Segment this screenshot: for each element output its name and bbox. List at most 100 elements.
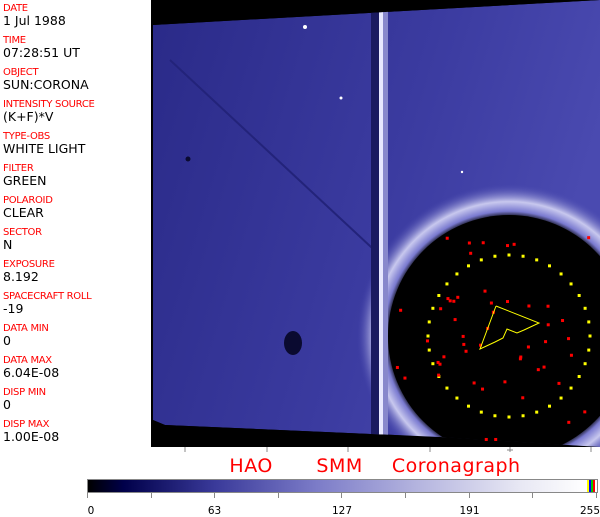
info-label: DATA MIN	[3, 323, 49, 334]
red-marker	[505, 300, 509, 304]
plot-title: HAO SMM Coronagraph	[229, 455, 521, 477]
info-panel: DATE 1 Jul 1988 TIME 07:28:51 UT OBJECT SUN:C…	[0, 0, 151, 447]
red-marker	[445, 236, 449, 240]
ring-marker	[437, 294, 441, 297]
info-field: SECTOR N	[3, 227, 42, 252]
info-field: OBJECT SUN:CORONA	[3, 67, 89, 92]
ring-marker	[445, 386, 449, 390]
ring-marker	[559, 272, 563, 276]
ring-marker	[559, 396, 563, 400]
colorbar	[87, 479, 598, 493]
ring-marker	[577, 375, 581, 378]
info-field: TYPE-OBS WHITE LIGHT	[3, 131, 85, 156]
dark-speck	[185, 156, 191, 162]
info-value: (K+F)*V	[3, 109, 54, 124]
red-marker	[484, 437, 488, 441]
colorbar-tick-label: 255	[579, 505, 600, 517]
colorbar-tick	[87, 493, 88, 498]
info-field: DISP MIN 0	[3, 387, 46, 412]
bright-speck	[339, 96, 343, 100]
ring-marker	[431, 362, 435, 366]
occulting-disk	[388, 215, 600, 447]
colorbar-red	[593, 480, 595, 492]
colorbar-tick	[277, 493, 279, 498]
colorbar-tick-label: 0	[87, 505, 95, 517]
red-marker	[557, 381, 561, 385]
ring-marker	[467, 404, 470, 408]
red-marker	[527, 304, 531, 308]
red-marker	[446, 297, 450, 301]
info-value: WHITE LIGHT	[3, 141, 86, 156]
overlay-markers	[395, 236, 592, 441]
ring-marker	[521, 414, 525, 418]
info-label: FILTER	[3, 163, 34, 174]
red-marker	[567, 337, 571, 341]
ring-marker	[479, 410, 483, 414]
ring-marker	[507, 253, 511, 257]
bright-speck	[460, 170, 464, 174]
ring-marker	[583, 306, 587, 310]
info-value: 0	[3, 397, 11, 412]
ring-marker	[507, 415, 511, 419]
info-value: N	[3, 237, 13, 252]
red-marker	[494, 437, 498, 441]
red-marker	[425, 339, 429, 343]
red-marker	[561, 319, 565, 323]
ring-marker	[535, 410, 539, 414]
red-marker	[483, 289, 487, 293]
red-marker	[464, 349, 468, 353]
red-marker	[436, 360, 440, 364]
red-marker	[467, 241, 471, 245]
info-label: SPACECRAFT ROLL	[3, 291, 92, 302]
info-field: DATE 1 Jul 1988	[3, 3, 66, 28]
red-marker	[448, 299, 452, 303]
red-marker	[546, 304, 550, 308]
red-marker	[479, 343, 483, 347]
info-value: 07:28:51 UT	[3, 45, 80, 60]
red-marker	[503, 380, 507, 384]
info-label: EXPOSURE	[3, 259, 55, 270]
info-label: DISP MIN	[3, 387, 46, 398]
pylon-shadow	[371, 0, 380, 447]
ring-marker	[588, 334, 592, 338]
info-label: DATA MAX	[3, 355, 52, 366]
ring-marker	[548, 404, 551, 408]
ring-marker	[493, 414, 497, 418]
red-marker	[456, 295, 460, 299]
info-value: -19	[3, 301, 24, 316]
ring-marker	[493, 254, 497, 258]
red-marker	[518, 357, 522, 361]
ring-marker	[455, 272, 459, 276]
red-marker	[395, 365, 399, 369]
ring-marker	[548, 264, 551, 268]
ring-marker	[521, 254, 525, 258]
info-field: DATA MAX 6.04E-08	[3, 355, 59, 380]
colorbar-tick	[595, 493, 597, 498]
ring-marker	[479, 258, 483, 262]
ring-marker	[569, 282, 573, 286]
red-marker	[569, 353, 573, 357]
colorbar-tick	[341, 493, 343, 498]
info-label: DISP MAX	[3, 419, 50, 430]
red-marker	[469, 251, 473, 255]
info-value: 6.04E-08	[3, 365, 60, 380]
info-field: DISP MAX 1.00E-08	[3, 419, 59, 444]
ring-marker	[535, 258, 539, 262]
red-marker	[438, 362, 442, 366]
red-marker	[536, 368, 540, 372]
ring-marker	[431, 306, 435, 310]
info-value: CLEAR	[3, 205, 44, 220]
red-marker	[519, 355, 523, 359]
colorbar-tick	[214, 493, 216, 498]
info-field: INTENSITY SOURCE (K+F)*V	[3, 99, 95, 124]
red-marker	[399, 308, 403, 312]
red-marker	[521, 396, 525, 400]
info-label: SECTOR	[3, 227, 42, 238]
red-marker	[567, 420, 571, 424]
dark-spot	[284, 331, 302, 355]
info-field: POLAROID CLEAR	[3, 195, 53, 220]
red-marker	[481, 387, 485, 391]
red-marker	[489, 301, 493, 305]
colorbar-yellow	[587, 480, 589, 492]
ring-marker	[445, 282, 449, 286]
